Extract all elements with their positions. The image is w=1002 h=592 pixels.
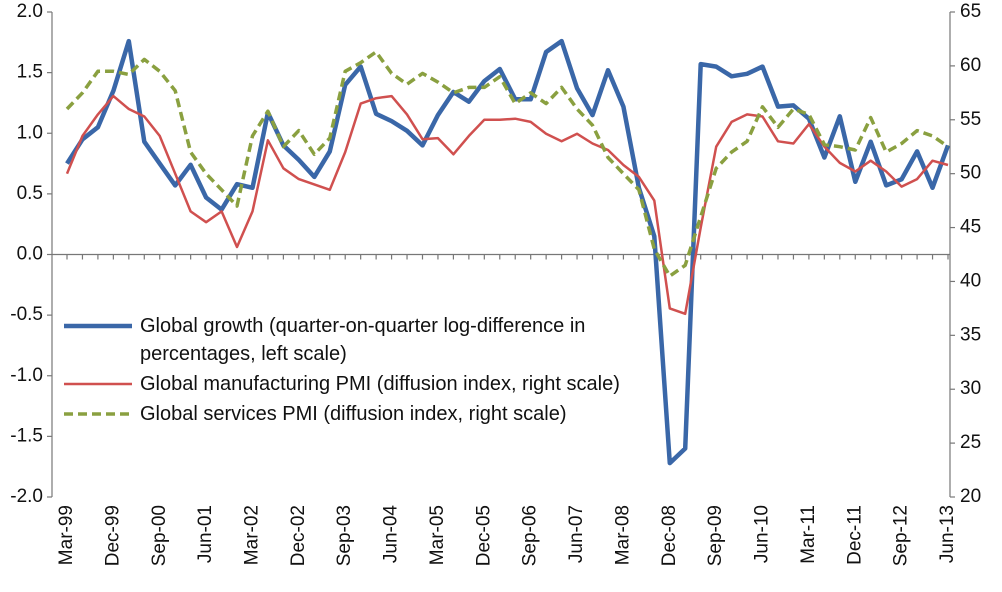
- legend-label: Global services PMI (diffusion index, ri…: [140, 403, 567, 425]
- series-line: [65, 50, 950, 278]
- y2-tick-label: 45: [960, 217, 981, 238]
- series-line: [65, 94, 949, 316]
- legend-swatch: [64, 412, 132, 416]
- legend-label: Global manufacturing PMI (diffusion inde…: [140, 373, 620, 395]
- y-tick-label: -1.0: [10, 365, 43, 386]
- y-tick-label: 0.5: [17, 183, 43, 204]
- y2-tick-label: 40: [960, 270, 981, 291]
- x-tick-label: Mar-11: [798, 505, 819, 564]
- x-tick-label: Sep-03: [334, 505, 355, 566]
- x-tick-label: Jun-10: [752, 505, 773, 563]
- x-tick-label: Sep-12: [891, 505, 912, 566]
- y2-tick-label: 60: [960, 55, 981, 76]
- y2-tick-label: 25: [960, 432, 981, 453]
- x-tick-label: Sep-00: [149, 505, 170, 566]
- legend: Global growth (quarter-on-quarter log-di…: [62, 312, 702, 430]
- x-tick-label: Dec-11: [844, 505, 865, 565]
- legend-label: Global growth (quarter-on-quarter log-di…: [140, 315, 586, 365]
- x-tick-label: Dec-99: [102, 505, 123, 566]
- y2-tick-label: 65: [960, 1, 981, 22]
- y2-tick-label: 50: [960, 163, 981, 184]
- x-tick-label: Mar-99: [56, 505, 77, 565]
- y-tick-label: -0.5: [10, 304, 43, 325]
- y-tick-label: -2.0: [10, 486, 43, 507]
- x-tick-label: Dec-05: [473, 505, 494, 566]
- y-tick-label: 2.0: [17, 1, 43, 22]
- legend-swatch: [64, 323, 132, 329]
- x-tick-label: Sep-06: [520, 505, 541, 566]
- x-tick-label: Jun-07: [566, 505, 587, 563]
- legend-entry: Global manufacturing PMI (diffusion inde…: [62, 370, 702, 398]
- x-tick-label: Mar-05: [427, 505, 448, 565]
- x-tick-label: Dec-08: [659, 505, 680, 566]
- y2-tick-label: 20: [960, 486, 981, 507]
- y-tick-label: -1.5: [10, 425, 43, 446]
- x-tick-label: Sep-09: [705, 505, 726, 566]
- x-tick-label: Mar-02: [241, 505, 262, 565]
- x-tick-label: Dec-02: [288, 505, 309, 566]
- y2-tick-label: 35: [960, 324, 981, 345]
- y2-tick-label: 30: [960, 378, 981, 399]
- y-tick-label: 1.5: [17, 62, 43, 83]
- x-tick-label: Jun-04: [381, 505, 402, 564]
- x-tick-label: Jun-13: [937, 505, 958, 563]
- y-tick-label: 1.0: [17, 122, 43, 143]
- x-tick-label: Jun-01: [195, 505, 216, 563]
- legend-swatch: [64, 382, 132, 386]
- y-tick-label: 0.0: [17, 244, 43, 265]
- legend-entry: Global growth (quarter-on-quarter log-di…: [62, 312, 702, 368]
- legend-entry: Global services PMI (diffusion index, ri…: [62, 400, 702, 428]
- y2-tick-label: 55: [960, 109, 981, 130]
- x-tick-label: Mar-08: [612, 505, 633, 565]
